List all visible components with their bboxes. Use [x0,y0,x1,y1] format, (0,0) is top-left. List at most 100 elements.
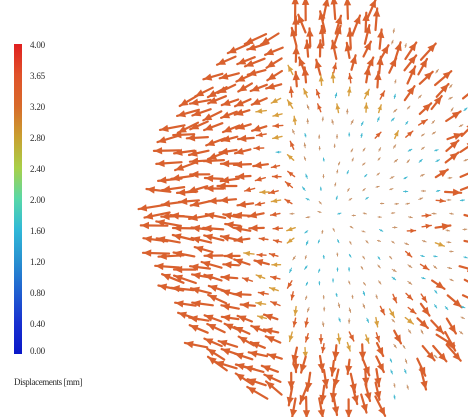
displacement-arrowhead [174,274,183,282]
displacement-arrowhead [366,319,369,323]
legend: 4.00 3.65 3.20 2.80 2.40 2.00 1.60 1.20 … [0,0,160,417]
displacement-arrowhead [421,254,425,257]
displacement-arrowhead [343,0,352,6]
displacement-arrowhead [255,301,262,307]
displacement-arrowhead [302,410,311,417]
displacement-arrowhead [237,57,247,65]
displacement-arrowhead [259,189,266,195]
displacement-arrowhead [391,240,395,244]
displacement-arrowhead [160,124,169,132]
displacement-arrowhead [452,188,462,196]
displacement-arrowhead [409,215,413,219]
displacement-arrowhead [365,197,369,200]
displacement-arrowhead [334,25,342,35]
displacement-arrowhead [363,25,371,34]
displacement-arrowhead [233,160,243,169]
displacement-arrowhead [461,199,465,202]
displacement-arrowhead [362,162,366,166]
displacement-arrowhead [269,253,276,258]
displacement-arrowhead [332,228,335,232]
displacement-arrowhead [390,176,394,179]
displacement-arrowhead [184,340,194,349]
displacement-arrowhead [389,311,395,318]
displacement-arrowhead [189,213,198,222]
displacement-arrowhead [449,140,459,149]
displacement-arrowhead [393,344,397,348]
displacement-arrowhead [206,139,216,146]
displacement-arrowhead [362,230,366,233]
displacement-arrowhead [446,229,450,232]
displacement-arrowhead [407,131,413,137]
displacement-arrowhead [390,188,393,191]
displacement-arrowhead [393,130,399,137]
displacement-arrowhead [304,266,308,270]
displacement-arrowhead [306,241,309,245]
displacement-arrowhead [392,268,397,272]
displacement-arrowhead [434,255,438,258]
displacement-arrowhead [153,147,163,155]
displacement-arrowhead [376,363,384,372]
displacement-arrowhead [173,131,182,139]
displacement-arrowhead [362,304,365,309]
legend-title: Displacements [mm] [14,377,83,387]
displacement-arrowhead [220,160,230,168]
displacement-arrowhead [405,121,408,125]
displacement-arrowhead [290,141,295,148]
displacement-arrowhead [261,365,271,373]
displacement-arrowhead [227,46,237,54]
displacement-arrowhead [438,241,445,247]
displacement-arrowhead [221,111,231,119]
displacement-arrowhead [335,15,343,25]
displacement-arrowhead [233,225,243,233]
displacement-arrowhead [376,117,380,121]
displacement-arrowhead [348,281,351,285]
displacement-arrowhead [353,15,361,25]
displacement-arrowhead [243,250,251,257]
displacement-arrowhead [390,370,393,374]
displacement-arrowhead [143,249,152,257]
displacement-arrowhead [248,350,258,358]
displacement-arrowhead [350,148,353,152]
displacement-arrowhead [140,221,149,230]
displacement-arrowhead [336,268,339,272]
displacement-arrowhead [265,48,275,56]
displacement-arrowhead [251,325,261,333]
displacement-arrowhead [318,134,321,138]
displacement-arrowhead [272,134,279,140]
displacement-arrowhead [322,296,325,299]
displacement-arrowhead [203,157,212,165]
displacement-arrowhead [318,282,321,285]
displacement-arrowhead [375,295,378,299]
displacement-arrowhead [464,228,467,231]
displacement-arrowhead [162,273,171,281]
displacement-arrowhead [333,144,336,147]
displacement-arrowhead [419,59,427,68]
displacement-arrowhead [395,202,399,206]
displacement-arrow [463,239,468,243]
displacement-arrowhead [381,45,389,55]
displacement-arrowhead [332,279,335,283]
displacement-arrowhead [464,107,468,111]
displacement-arrowhead [319,187,322,190]
displacement-arrowhead [238,84,248,92]
displacement-arrowhead [393,396,396,400]
displacement-arrowhead [175,163,185,171]
displacement-arrowhead [272,174,278,179]
displacement-arrowhead [251,98,261,105]
displacement-arrowhead [301,0,310,5]
displacement-arrowhead [221,314,231,322]
displacement-arrowhead [448,324,456,334]
displacement-arrowhead [221,99,231,106]
displacement-arrowhead [438,352,447,362]
displacement-arrowhead [204,314,214,322]
displacement-arrowhead [173,224,182,232]
displacement-arrowhead [268,189,276,195]
displacement-arrowhead [234,352,244,360]
displacement-arrowhead [190,263,199,271]
displacement-arrowhead [307,308,310,312]
displacement-arrowhead [144,212,154,220]
colorbar-tick-label: 4.00 [30,40,45,50]
displacement-arrowhead [346,28,354,37]
displacement-arrowhead [372,8,381,17]
